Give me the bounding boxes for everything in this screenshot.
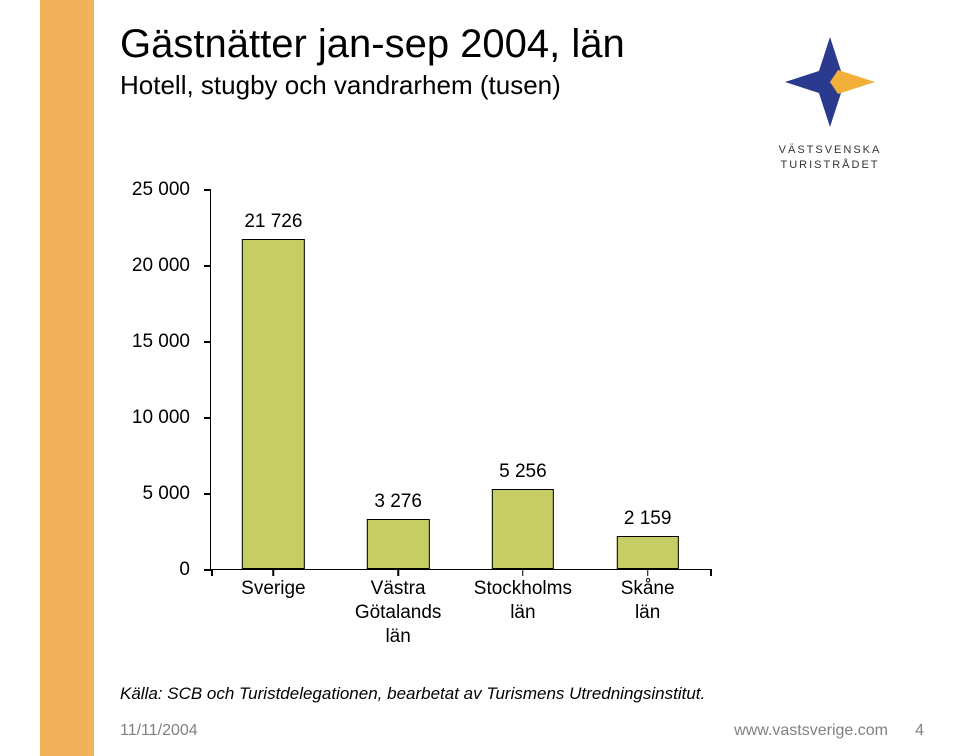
x-tick <box>522 569 524 576</box>
page-title: Gästnätter jan-sep 2004, län <box>120 22 930 66</box>
chart-bars: 21 726Sverige3 276Västra Götalands län5 … <box>211 190 710 569</box>
x-tick <box>397 569 399 576</box>
y-tick-label: 25 000 <box>110 179 190 201</box>
y-tick <box>204 341 211 343</box>
y-tick <box>204 189 211 191</box>
y-tick-label: 5 000 <box>110 483 190 505</box>
bar-slot: 5 256Stockholms län <box>461 190 586 569</box>
y-tick <box>204 265 211 267</box>
slide: VÄSTSVENSKA TURISTRÅDET Gästnätter jan-s… <box>0 0 960 756</box>
x-tick <box>647 569 649 576</box>
y-axis-labels: 05 00010 00015 00020 00025 000 <box>120 190 200 570</box>
chart-plot-area: 21 726Sverige3 276Västra Götalands län5 … <box>210 190 710 570</box>
y-tick-label: 15 000 <box>110 331 190 353</box>
y-tick-label: 20 000 <box>110 255 190 277</box>
sidebar-accent <box>40 0 94 756</box>
bar-chart: 05 00010 00015 00020 00025 000 21 726Sve… <box>120 190 720 620</box>
source-note: Källa: SCB och Turistdelegationen, bearb… <box>120 684 705 704</box>
bar <box>242 239 304 569</box>
bar-value-label: 5 256 <box>499 461 547 483</box>
bar-value-label: 21 726 <box>244 211 302 233</box>
bar <box>492 489 554 569</box>
x-tick-label: Stockholms län <box>474 577 572 625</box>
y-tick <box>204 417 211 419</box>
bar-slot: 3 276Västra Götalands län <box>336 190 461 569</box>
y-tick-label: 0 <box>110 559 190 581</box>
y-tick <box>204 493 211 495</box>
x-tick-label: Sverige <box>241 577 305 601</box>
bar <box>367 519 429 569</box>
x-tick-label: Västra Götalands län <box>355 577 442 648</box>
x-tick-label: Skåne län <box>616 577 678 625</box>
bar <box>616 536 678 569</box>
bar-slot: 21 726Sverige <box>211 190 336 569</box>
footer-url: www.vastsverige.com <box>734 722 888 740</box>
page-subtitle: Hotell, stugby och vandrarhem (tusen) <box>120 70 930 101</box>
bar-slot: 2 159Skåne län <box>585 190 710 569</box>
x-tick <box>273 569 275 576</box>
x-tick <box>710 569 712 576</box>
footer-page: 4 <box>915 722 924 740</box>
y-tick <box>204 569 211 571</box>
y-tick-label: 10 000 <box>110 407 190 429</box>
bar-value-label: 3 276 <box>374 491 422 513</box>
x-tick <box>211 569 213 576</box>
footer-date: 11/11/2004 <box>120 722 198 740</box>
bar-value-label: 2 159 <box>624 508 672 530</box>
